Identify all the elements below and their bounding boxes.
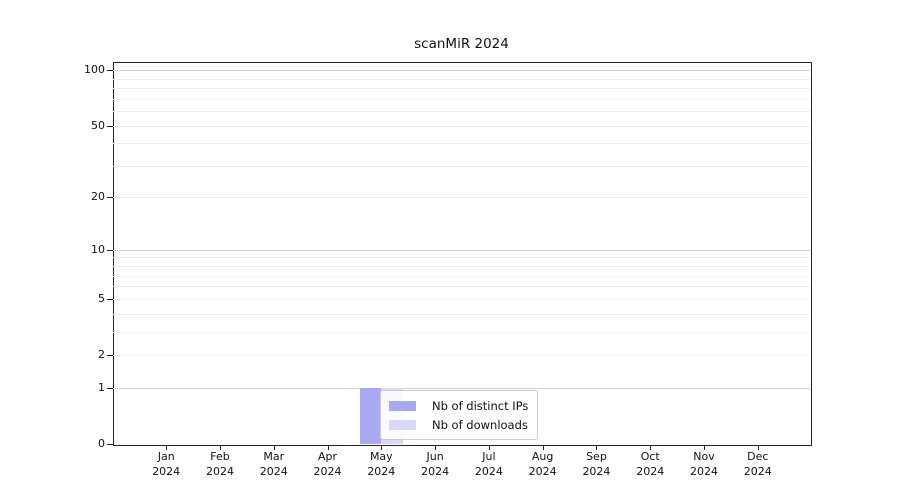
minor-gridline: [113, 331, 810, 333]
minor-gridline: [113, 143, 810, 145]
x-tick-label-month: Aug: [531, 450, 554, 463]
x-tick-label-year: 2024: [582, 465, 611, 478]
minor-gridline: [113, 275, 810, 277]
y-tick-label: 20: [91, 190, 105, 204]
minor-gridline: [113, 257, 810, 259]
minor-gridline: [113, 165, 810, 167]
x-tick-mark: [757, 445, 759, 450]
legend-label: Nb of distinct IPs: [432, 398, 529, 413]
y-tick-mark: [107, 197, 113, 199]
major-gridline: [113, 249, 810, 251]
x-tick-label-month: Jul: [482, 450, 496, 463]
y-tick-label: 5: [98, 291, 105, 305]
y-tick-mark: [107, 298, 113, 300]
y-tick-label: 0: [98, 437, 105, 450]
y-tick-mark: [107, 70, 113, 72]
minor-gridline: [113, 78, 810, 80]
x-tick-label-month: Mar: [263, 450, 285, 463]
y-tick-mark: [107, 444, 113, 445]
x-tick-mark: [704, 445, 705, 450]
x-tick-label-month: Nov: [693, 450, 715, 463]
minor-gridline: [113, 355, 810, 356]
x-tick-mark: [273, 445, 275, 450]
x-tick-label-month: Sep: [586, 450, 607, 463]
x-tick-label-year: 2024: [528, 465, 557, 478]
x-tick-label-year: 2024: [205, 465, 234, 478]
y-tick-mark: [107, 355, 113, 356]
x-tick-mark: [166, 445, 168, 450]
y-tick-mark: [107, 125, 113, 127]
x-tick-label-year: 2024: [313, 465, 342, 478]
minor-gridline: [113, 313, 810, 315]
x-tick-label-month: Jun: [426, 450, 444, 463]
minor-gridline: [113, 197, 810, 199]
minor-gridline: [113, 266, 810, 268]
y-tick-label: 1: [98, 380, 105, 394]
x-tick-label-year: 2024: [259, 465, 288, 478]
x-tick-label-year: 2024: [421, 465, 450, 478]
legend-swatch-icon: [389, 400, 416, 411]
bar-nb-of-distinct-ips-may: [359, 387, 382, 444]
x-tick-mark: [488, 445, 490, 450]
x-tick-mark: [542, 445, 544, 450]
x-tick-label-month: Jan: [157, 450, 175, 463]
y-tick-mark: [107, 387, 113, 389]
legend-swatch-icon: [389, 419, 416, 430]
x-tick-label-year: 2024: [636, 465, 665, 478]
x-tick-label-year: 2024: [152, 465, 181, 478]
y-tick-label: 100: [84, 63, 105, 77]
x-tick-label-year: 2024: [690, 465, 718, 478]
minor-gridline: [113, 98, 810, 100]
minor-gridline: [113, 111, 810, 113]
y-tick-mark: [107, 249, 113, 251]
minor-gridline: [113, 286, 810, 288]
x-tick-label-month: Oct: [640, 450, 660, 463]
x-tick-label-month: Feb: [210, 450, 230, 463]
x-tick-label-month: May: [369, 450, 393, 463]
x-tick-mark: [381, 445, 383, 450]
chart-title: scanMiR 2024: [414, 36, 509, 52]
x-tick-label-year: 2024: [474, 465, 503, 478]
y-tick-label: 50: [91, 118, 105, 132]
x-tick-label-year: 2024: [367, 465, 396, 478]
x-tick-label-month: Dec: [747, 450, 769, 463]
major-gridline: [113, 70, 810, 72]
x-tick-label-month: Apr: [318, 450, 338, 463]
minor-gridline: [113, 125, 810, 127]
legend-row: Nb of downloads: [389, 415, 528, 434]
x-tick-mark: [219, 445, 221, 450]
minor-gridline: [113, 298, 810, 300]
x-tick-mark: [435, 445, 437, 450]
x-tick-mark: [327, 445, 329, 450]
y-tick-label: 10: [91, 242, 105, 256]
minor-gridline: [113, 88, 810, 90]
legend-label: Nb of downloads: [432, 417, 528, 432]
legend-row: Nb of distinct IPs: [389, 396, 528, 415]
y-tick-label: 2: [98, 348, 105, 361]
x-tick-label-year: 2024: [743, 465, 772, 478]
x-tick-mark: [650, 445, 652, 450]
major-gridline: [113, 387, 810, 389]
x-tick-mark: [596, 445, 598, 450]
legend: Nb of distinct IPs Nb of downloads: [380, 390, 539, 440]
